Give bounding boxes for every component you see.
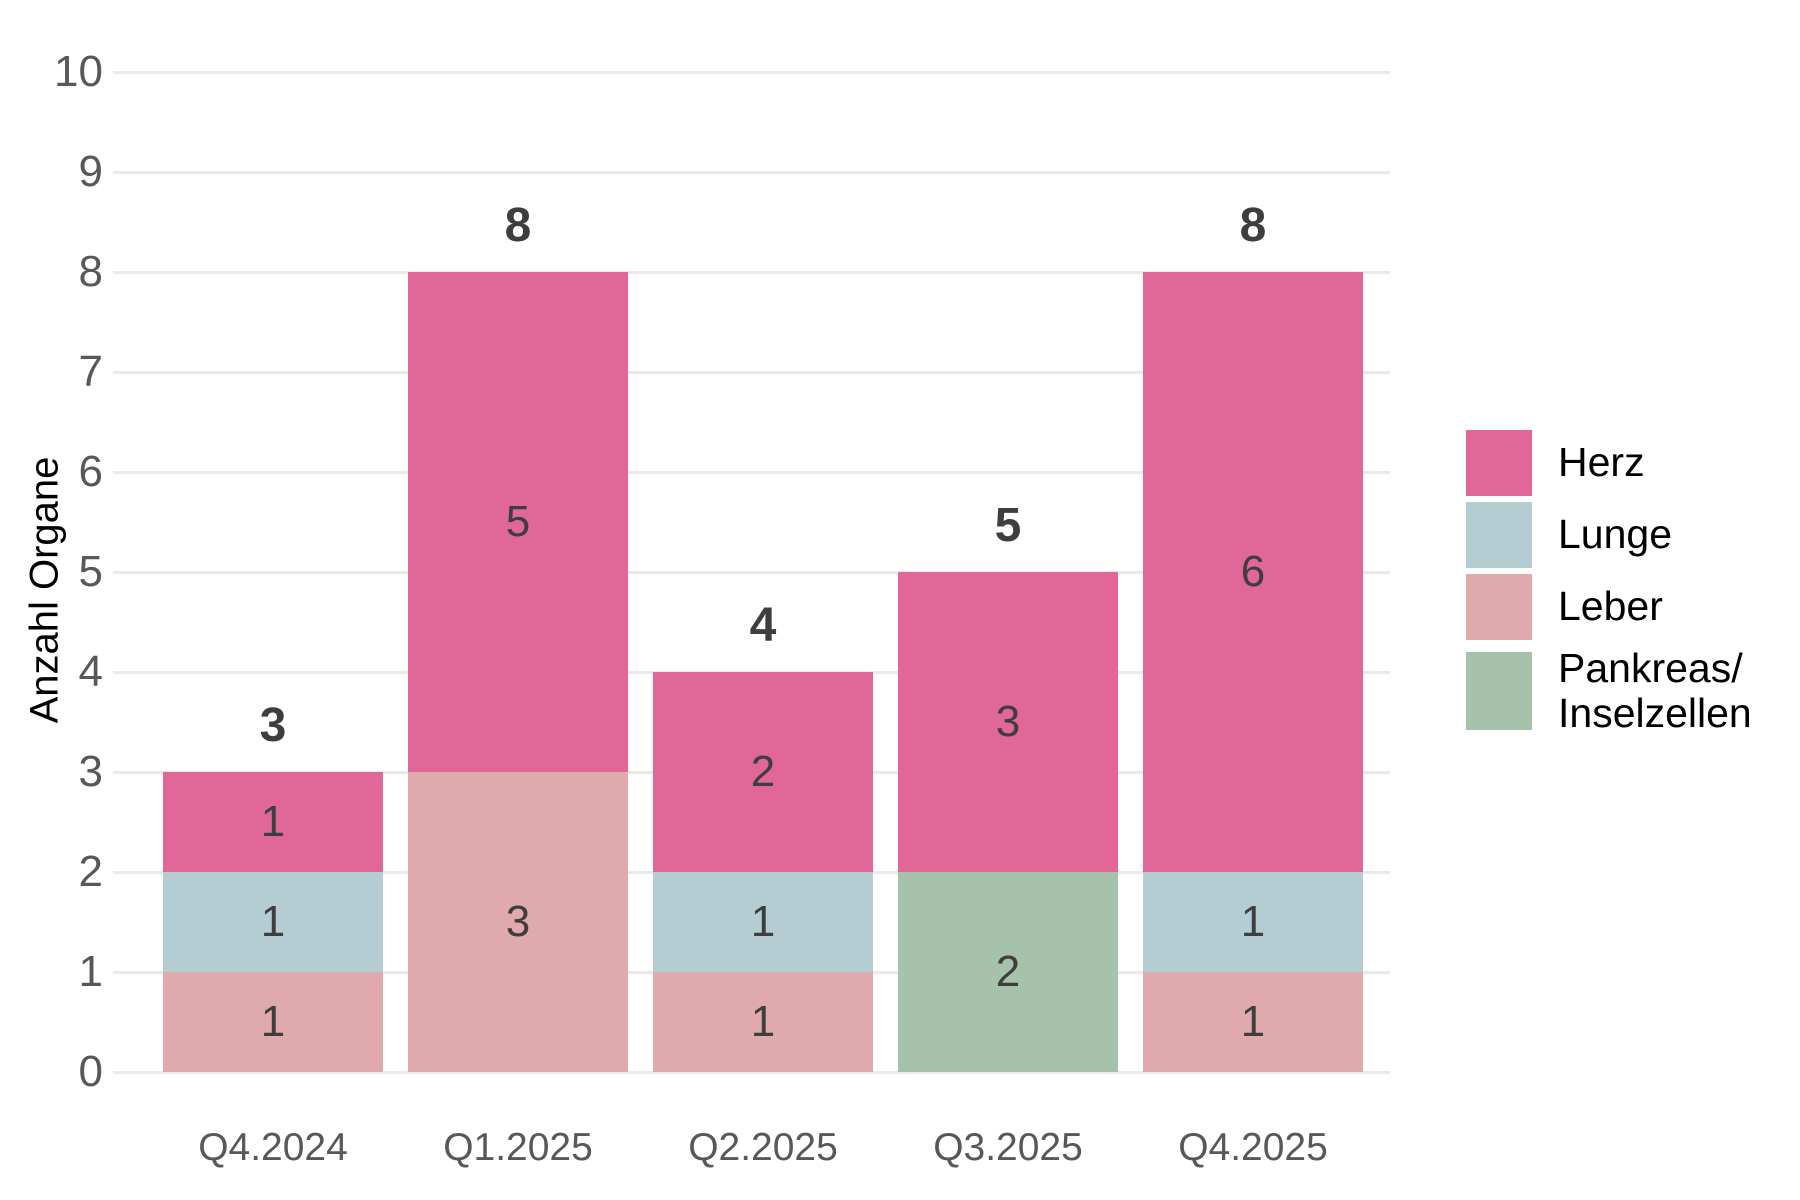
segment-value-label: 1 (1240, 997, 1266, 1046)
gridline-y7 (113, 370, 1390, 374)
segment-value-label: 2 (750, 747, 776, 796)
y-tick-label: 4 (78, 647, 103, 696)
x-tick-label-Q2.2025: Q2.2025 (688, 1126, 838, 1169)
segment-value-label: 1 (750, 997, 776, 1046)
y-tick-label: 5 (78, 547, 103, 596)
legend-swatch (1466, 502, 1532, 568)
segment-value-label: 2 (995, 947, 1021, 996)
legend-label: Lunge (1558, 511, 1673, 558)
segment-value-label: 5 (505, 497, 531, 546)
bar-segment-Q4.2025-Leber (1143, 972, 1363, 1072)
legend-swatch (1466, 574, 1532, 640)
y-tick-label: 10 (54, 47, 103, 96)
bar-segment-Q4.2025-Lunge (1143, 872, 1363, 972)
y-tick-label: 1 (78, 947, 103, 996)
segment-value-label: 1 (260, 897, 286, 946)
segment-value-label: 3 (995, 697, 1021, 746)
segment-value-label: 1 (260, 997, 286, 1046)
x-tick-label-Q4.2024: Q4.2024 (198, 1126, 348, 1169)
y-tick-label: 3 (78, 747, 103, 796)
segment-value-label: 6 (1240, 547, 1266, 596)
total-value-label: 8 (504, 199, 532, 252)
y-tick-label: 2 (78, 847, 103, 896)
gridline-y10 (113, 70, 1390, 74)
total-value-label: 5 (994, 499, 1022, 552)
segment-value-label: 1 (260, 797, 286, 846)
legend-item-Herz: Herz (1466, 430, 1752, 496)
bar-segment-Q2.2025-Lunge (653, 872, 873, 972)
segment-value-label: 1 (1240, 897, 1266, 946)
legend-swatch (1466, 430, 1532, 496)
y-tick-label: 6 (78, 447, 103, 496)
total-value-label: 3 (259, 699, 287, 752)
bar-segment-Q4.2024-Leber (163, 972, 383, 1072)
legend-item-Leber: Leber (1466, 574, 1752, 640)
legend-item-Pankreas/Inselzellen: Pankreas/ Inselzellen (1466, 645, 1752, 737)
y-tick-label: 9 (78, 147, 103, 196)
bar-segment-Q3.2025-Pankreas/Inselzellen (898, 872, 1118, 1072)
bar-segment-Q4.2024-Herz (163, 772, 383, 872)
gridline-y9 (113, 170, 1390, 174)
segment-value-label: 3 (505, 897, 531, 946)
legend: Herz Lunge Leber Pankreas/ Inselzellen (1466, 430, 1752, 742)
bar-segment-Q1.2025-Leber (408, 772, 628, 1072)
bar-segment-Q1.2025-Herz (408, 272, 628, 772)
total-value-label: 8 (1239, 199, 1267, 252)
bar-segment-Q3.2025-Herz (898, 572, 1118, 872)
segment-value-label: 1 (750, 897, 776, 946)
legend-label: Pankreas/ Inselzellen (1558, 645, 1752, 737)
bar-segment-Q4.2024-Lunge (163, 872, 383, 972)
gridline-y6 (113, 470, 1390, 474)
gridline-y8 (113, 270, 1390, 274)
y-tick-label: 8 (78, 247, 103, 296)
legend-item-Lunge: Lunge (1466, 502, 1752, 568)
legend-label: Leber (1558, 583, 1663, 630)
bar-segment-Q2.2025-Leber (653, 972, 873, 1072)
legend-swatch (1466, 652, 1532, 731)
total-value-label: 4 (749, 599, 777, 652)
gridline-y0 (113, 1070, 1390, 1074)
x-tick-label-Q3.2025: Q3.2025 (933, 1126, 1083, 1169)
y-tick-label: 0 (78, 1047, 103, 1096)
x-tick-label-Q4.2025: Q4.2025 (1178, 1126, 1328, 1169)
y-tick-label: 7 (78, 347, 103, 396)
legend-label: Herz (1558, 439, 1645, 486)
bar-segment-Q4.2025-Herz (1143, 272, 1363, 872)
bar-segment-Q2.2025-Herz (653, 672, 873, 872)
x-tick-label-Q1.2025: Q1.2025 (443, 1126, 593, 1169)
gridline-y5 (113, 570, 1390, 574)
